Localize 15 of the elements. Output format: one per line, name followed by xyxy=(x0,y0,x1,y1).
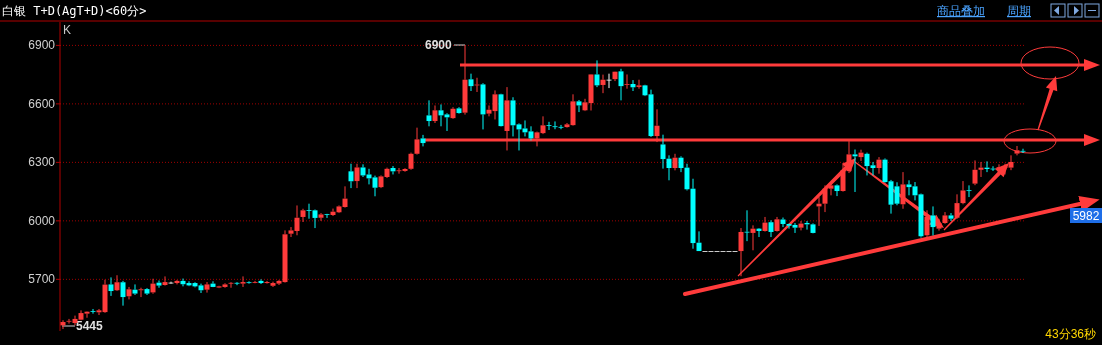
annotation: 5982 xyxy=(1070,208,1102,223)
annotation: K xyxy=(63,23,71,37)
annotation: 6900 xyxy=(425,38,453,52)
y-tick-label: 6000 xyxy=(28,213,56,228)
annotation: 5445 xyxy=(61,319,103,333)
annotation: 5445 xyxy=(76,319,104,333)
annotation: 6900 xyxy=(425,38,466,52)
y-tick-label: 6600 xyxy=(28,96,56,111)
annotation: 周期 xyxy=(1007,4,1031,18)
y-tick-label: 5700 xyxy=(28,272,56,287)
y-tick-label: 6900 xyxy=(28,38,56,53)
annotation: 43分36秒 xyxy=(1045,327,1096,341)
annotation: 商品叠加 xyxy=(937,4,985,18)
y-tick-label: 6300 xyxy=(28,155,56,170)
chart-title: 白银 T+D(AgT+D)<60分> xyxy=(2,4,147,18)
